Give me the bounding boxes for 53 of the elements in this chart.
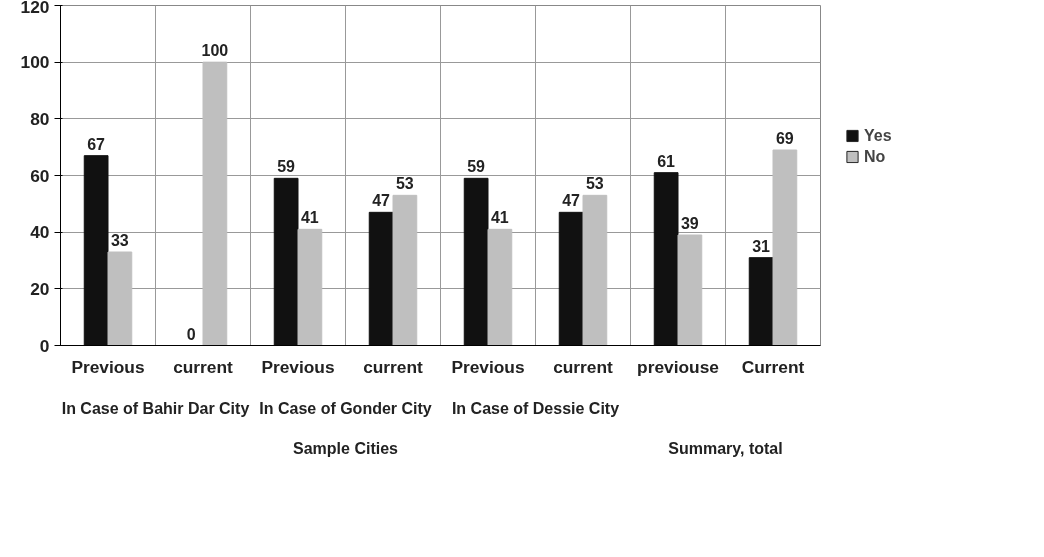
bar [677,234,703,346]
data-label: 47 [562,192,581,210]
text: Sample Cities [293,439,399,457]
data-label: 31 [752,237,771,255]
data-label: 41 [490,209,509,227]
legend-label: No [864,147,886,165]
x-tick-label: Previous [451,356,525,377]
data-label: 61 [657,152,676,170]
data-label: 67 [87,135,106,153]
bar [202,61,228,346]
bar [653,172,679,346]
y-tick-label: 60 [30,165,50,186]
bar [558,211,584,346]
y-tick-label: 0 [39,335,50,356]
data-label: 69 [775,130,794,147]
data-label: 33 [110,232,129,249]
text: In Case of Gonder City [259,399,432,417]
bar [582,194,608,346]
bar [487,228,513,346]
x-tick-label: Previous [71,356,145,377]
data-label: 53 [585,175,604,193]
x-tick-label: current [553,356,614,377]
y-tick-label: 100 [20,52,50,73]
bar [273,177,299,346]
bar [463,177,489,346]
x-tick-label: Previous [261,356,335,377]
bar [748,257,774,346]
y-tick-label: 80 [30,108,50,129]
legend-label: Yes [864,126,892,144]
x-tick-label: current [173,356,234,377]
data-label: 47 [372,192,391,210]
x-tick-label: Current [741,356,805,377]
data-label: 0 [186,325,196,343]
text: In Case of Dessie City [451,399,620,417]
x-tick-label: previouse [637,356,720,377]
bar [368,211,394,346]
x-tick-label: current [363,356,424,377]
data-label: 53 [395,175,414,193]
data-label: 59 [467,158,486,176]
y-tick-label: 20 [30,278,50,299]
bar [772,149,798,346]
bar [83,155,109,346]
bar [107,251,133,346]
bar [392,194,418,346]
y-tick-label: 120 [20,0,50,17]
text: In Case of Bahir Dar City [61,399,250,417]
y-tick-label: 40 [30,222,50,243]
bar [297,228,323,346]
data-label: 59 [277,158,296,176]
text: Summary, total [668,439,783,457]
data-label: 39 [680,215,699,232]
data-label: 41 [300,209,319,227]
data-label: 100 [201,42,229,60]
